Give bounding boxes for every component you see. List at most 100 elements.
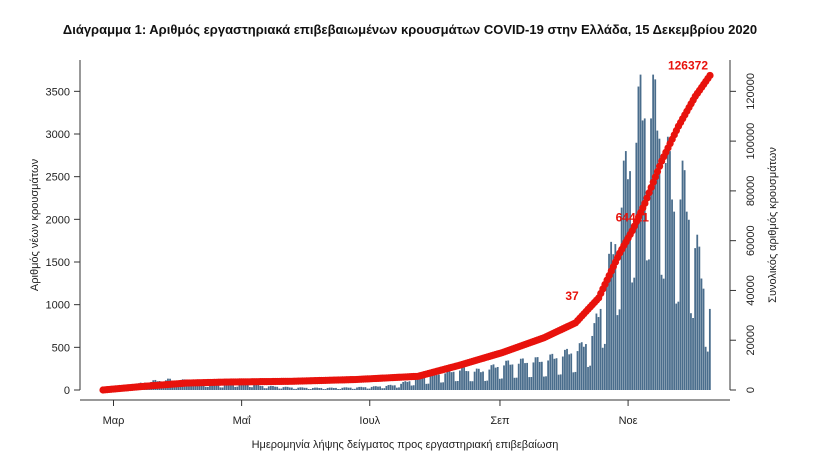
daily-cases-bar (309, 389, 312, 390)
daily-cases-bar (673, 211, 676, 390)
daily-cases-bar (477, 368, 480, 390)
daily-cases-bar (232, 384, 234, 390)
daily-cases-bar (219, 387, 222, 390)
daily-cases-bar (316, 387, 318, 390)
daily-cases-bar (549, 354, 552, 390)
daily-cases-bars (101, 74, 711, 391)
x-tick-label: Μαρ (103, 415, 125, 427)
daily-cases-bar (307, 389, 310, 390)
daily-cases-bar (368, 388, 371, 390)
daily-cases-bar (576, 351, 579, 390)
daily-cases-bar (475, 368, 478, 390)
daily-cases-bar (530, 377, 533, 390)
daily-cases-bar (202, 383, 205, 390)
daily-cases-bar (303, 387, 306, 390)
daily-cases-bar (209, 383, 211, 390)
daily-cases-bar (293, 388, 295, 390)
daily-cases-bar (467, 371, 470, 390)
daily-cases-bar (509, 364, 512, 390)
right-tick-label: 80000 (745, 176, 757, 207)
daily-cases-bar (328, 387, 331, 390)
daily-cases-bar (448, 369, 451, 390)
daily-cases-bar (366, 388, 369, 390)
daily-cases-bar (612, 254, 615, 390)
daily-cases-bar (469, 381, 472, 390)
daily-cases-bar (545, 376, 547, 390)
daily-cases-bar (410, 385, 413, 390)
daily-cases-bar (648, 259, 650, 390)
daily-cases-bar (211, 382, 213, 390)
daily-cases-bar (278, 388, 281, 390)
cumulative-cases-line (99, 71, 714, 394)
daily-cases-bar (192, 386, 195, 390)
daily-cases-bar (522, 358, 524, 390)
daily-cases-bar (223, 384, 226, 390)
daily-cases-bar (387, 385, 390, 390)
daily-cases-bar (616, 315, 619, 390)
daily-cases-bar (559, 374, 562, 390)
daily-cases-bar (641, 120, 644, 390)
x-tick-label: Νοε (619, 415, 638, 427)
daily-cases-bar (345, 387, 348, 390)
left-tick-label: 1000 (46, 300, 70, 312)
daily-cases-bar (645, 260, 648, 390)
daily-cases-bar (503, 365, 505, 390)
daily-cases-bar (362, 387, 365, 390)
daily-cases-bar (204, 386, 207, 390)
daily-cases-bar (553, 358, 556, 390)
daily-cases-bar (286, 386, 289, 390)
daily-cases-bar (221, 387, 224, 390)
daily-cases-bar (351, 388, 354, 390)
daily-cases-bar (431, 373, 434, 390)
daily-cases-bar (213, 382, 216, 390)
daily-cases-bar (177, 385, 180, 390)
daily-cases-bar (574, 371, 577, 390)
daily-cases-bar (704, 346, 707, 390)
daily-cases-bar (480, 372, 482, 390)
annotation-label: 126372 (668, 59, 708, 73)
daily-cases-bar (398, 387, 400, 390)
daily-cases-bar (564, 349, 566, 390)
daily-cases-bar (414, 379, 417, 390)
daily-cases-bar (227, 384, 230, 390)
right-y-ticks: 0 20000 40000 60000 80000 100000 120000 (730, 73, 757, 393)
daily-cases-bar (343, 387, 346, 390)
daily-cases-bar (507, 360, 510, 390)
daily-cases-bar (671, 199, 673, 390)
daily-cases-bar (326, 387, 329, 390)
daily-cases-bar (385, 385, 388, 390)
daily-cases-bar (238, 382, 241, 390)
daily-cases-bar (248, 387, 251, 390)
daily-cases-bar (572, 372, 575, 390)
daily-cases-bar (492, 364, 495, 390)
daily-cases-bar (706, 351, 709, 390)
daily-cases-bar (587, 366, 589, 390)
daily-cases-bar (582, 346, 585, 390)
daily-cases-bar (473, 371, 476, 390)
daily-cases-bar (517, 363, 520, 390)
daily-cases-bar (624, 151, 627, 390)
daily-cases-bar (450, 372, 453, 390)
daily-cases-bar (635, 142, 638, 390)
chart-title: Διάγραμμα 1: Αριθμός εργαστηριακά επιβεβ… (63, 22, 757, 37)
daily-cases-bar (372, 386, 375, 390)
daily-cases-bar (488, 369, 491, 390)
daily-cases-bar (389, 384, 392, 390)
daily-cases-bar (383, 388, 386, 390)
daily-cases-bar (234, 386, 237, 390)
daily-cases-bar (421, 377, 423, 390)
daily-cases-bar (440, 382, 442, 390)
daily-cases-bar (459, 370, 461, 390)
daily-cases-bar (515, 377, 518, 390)
daily-cases-bar (381, 388, 384, 390)
daily-cases-bar (393, 385, 396, 390)
daily-cases-bar (524, 363, 526, 390)
left-tick-label: 2000 (46, 214, 70, 226)
daily-cases-bar (299, 387, 302, 390)
daily-cases-bar (603, 343, 606, 390)
daily-cases-bar (536, 357, 539, 390)
left-tick-label: 3500 (46, 86, 70, 98)
daily-cases-bar (330, 387, 333, 390)
right-tick-label: 0 (745, 387, 757, 393)
